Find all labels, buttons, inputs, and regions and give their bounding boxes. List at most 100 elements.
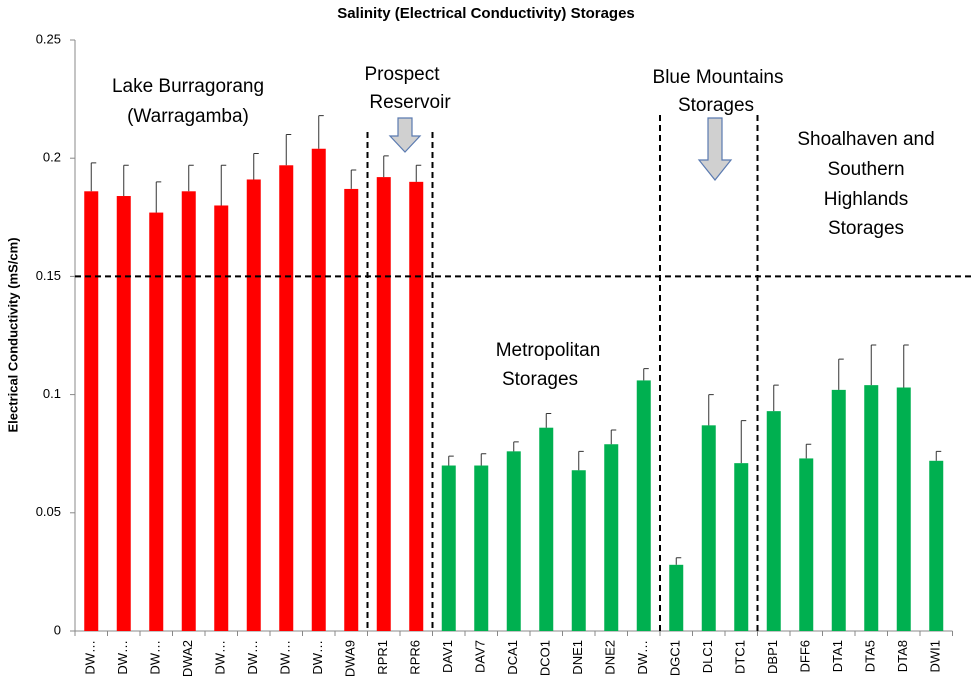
- annotation: Prospect: [365, 64, 441, 85]
- x-tick-label: DFF6: [798, 640, 813, 673]
- x-tick-label: RPR1: [375, 640, 390, 675]
- y-axis-label: Electrical Conductivity (mS/cm): [5, 237, 20, 432]
- bar: [799, 458, 814, 631]
- bar: [474, 465, 489, 631]
- annotations: Lake Burragorang (Warragamba) Prospect R…: [112, 64, 935, 390]
- error-bar: [773, 384, 779, 412]
- bar: [311, 148, 326, 631]
- bar: [376, 177, 391, 631]
- x-tick-label: DW…: [83, 640, 98, 675]
- y-tick-label: 0.15: [36, 268, 61, 283]
- x-tick-label: DCO1: [538, 640, 553, 676]
- error-bar: [838, 358, 844, 390]
- error-bar: [415, 164, 422, 182]
- y-tick-label: 0.2: [43, 150, 61, 165]
- bar: [181, 191, 196, 631]
- bar: [766, 411, 781, 631]
- error-bar: [610, 429, 617, 445]
- bar: [409, 181, 424, 631]
- annotation: Lake Burragorang: [112, 76, 264, 97]
- annotation: Metropolitan: [496, 340, 601, 361]
- error-bar: [318, 115, 324, 149]
- error-bar: [220, 164, 227, 206]
- error-bar: [578, 450, 584, 471]
- error-bar: [935, 450, 942, 461]
- x-tick-label: DTA8: [895, 640, 910, 672]
- error-bar: [188, 164, 194, 192]
- bar: [571, 470, 586, 631]
- y-tick-label: 0.1: [43, 386, 61, 401]
- error-bar: [480, 453, 487, 466]
- x-tick-label: DNE1: [570, 640, 585, 675]
- x-tick-label: DWA2: [180, 640, 195, 677]
- annotation: (Warragamba): [127, 106, 249, 127]
- x-tick-label: DW…: [278, 640, 293, 675]
- x-tick-label: DLC1: [700, 640, 715, 673]
- error-bar: [870, 344, 877, 386]
- error-bar: [513, 441, 519, 452]
- error-bar: [740, 420, 747, 464]
- error-bar: [253, 152, 259, 180]
- annotation: Shoalhaven and: [797, 129, 934, 150]
- error-bar: [90, 162, 97, 192]
- bar: [701, 425, 716, 631]
- error-bar: [643, 368, 649, 381]
- bar: [604, 444, 619, 631]
- x-tick-label: DW…: [213, 640, 228, 675]
- bar: [116, 196, 131, 632]
- annotation: Storages: [678, 95, 754, 116]
- error-bar: [675, 557, 682, 565]
- error-bar: [545, 413, 552, 428]
- bar: [539, 427, 554, 631]
- x-tick-label: DW…: [635, 640, 650, 675]
- bar: [344, 188, 359, 631]
- annotation: Reservoir: [369, 92, 451, 113]
- x-tick-label: DGC1: [668, 640, 683, 676]
- x-tick-label: DAV1: [440, 640, 455, 673]
- bar: [279, 165, 294, 632]
- annotation: Southern: [827, 159, 904, 180]
- x-tick-label: DBP1: [765, 640, 780, 674]
- bar: [896, 387, 911, 631]
- bar: [84, 191, 99, 631]
- error-bar: [903, 344, 909, 388]
- bar: [506, 451, 521, 631]
- x-tick-label: DW…: [245, 640, 260, 675]
- annotation: Storages: [502, 369, 578, 390]
- x-tick-label: DTC1: [733, 640, 748, 674]
- annotation: Storages: [828, 218, 904, 239]
- bar: [149, 212, 164, 631]
- error-bar: [285, 134, 292, 166]
- x-tick-label: DW…: [148, 640, 163, 675]
- error-bar: [155, 181, 162, 213]
- x-tick-label: DTA5: [863, 640, 878, 672]
- bar: [929, 460, 944, 631]
- bar: [831, 389, 846, 631]
- y-tick-label: 0.25: [36, 31, 61, 46]
- bar: [441, 465, 456, 631]
- chart-title: Salinity (Electrical Conductivity) Stora…: [337, 5, 635, 22]
- bar: [636, 380, 651, 631]
- error-bar: [123, 164, 129, 197]
- x-tick-label: DTA1: [830, 640, 845, 672]
- bar: [734, 463, 749, 631]
- x-tick-label: DWI1: [928, 640, 943, 673]
- bar: [669, 564, 684, 631]
- annotation: Blue Mountains: [653, 67, 784, 88]
- x-tick-label: DW…: [310, 640, 325, 675]
- y-tick-label: 0.05: [36, 504, 61, 519]
- bar: [214, 205, 229, 632]
- x-tick-label: DAV7: [473, 640, 488, 673]
- bar: [864, 385, 879, 631]
- y-tick-label: 0: [54, 622, 61, 637]
- error-bar: [708, 394, 714, 426]
- bar: [246, 179, 261, 631]
- x-tick-label: DNE2: [603, 640, 618, 675]
- arrow: [697, 117, 733, 181]
- error-bar: [448, 455, 454, 466]
- error-bar: [350, 169, 357, 189]
- x-tick-label: DCA1: [505, 640, 520, 675]
- annotation: Highlands: [824, 189, 909, 210]
- error-bar: [805, 443, 812, 459]
